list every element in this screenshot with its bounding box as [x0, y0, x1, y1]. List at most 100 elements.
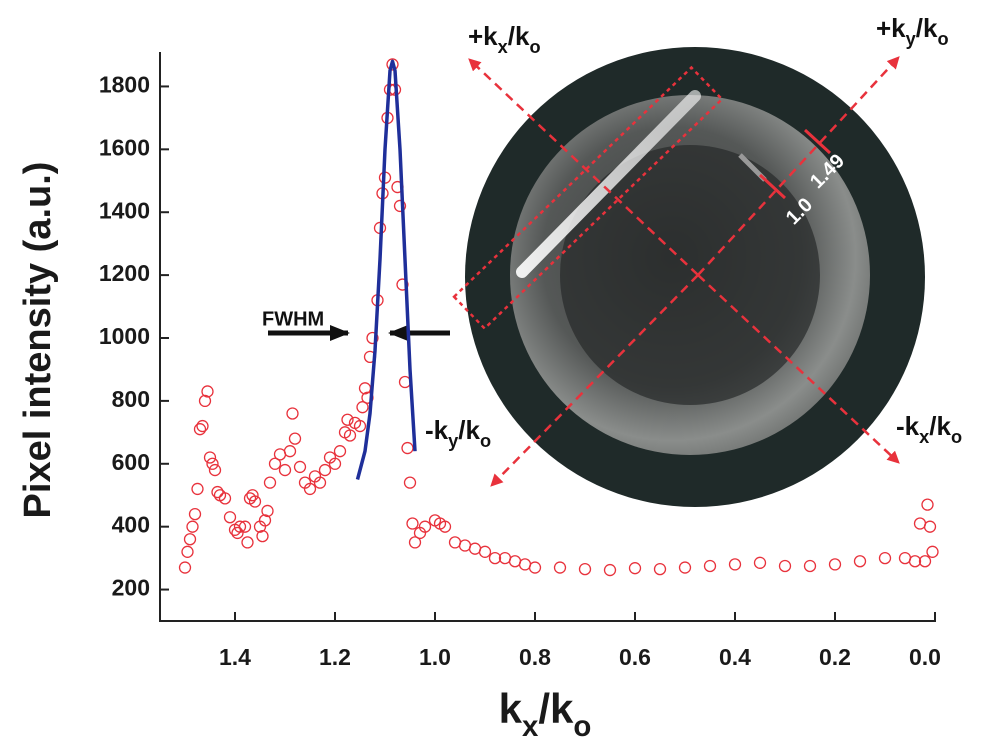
- subscript: o: [529, 37, 540, 57]
- fit-line: [355, 59, 417, 480]
- data-point: [853, 555, 867, 568]
- x-axis-label: kx/ko: [499, 685, 592, 743]
- data-point: [333, 445, 347, 458]
- label-part: /k: [458, 415, 480, 445]
- label-part: k: [499, 685, 523, 732]
- data-point: [283, 445, 297, 458]
- data-point: [898, 551, 912, 565]
- data-point: [241, 536, 254, 549]
- subscript: y: [906, 29, 917, 49]
- data-point: [273, 448, 287, 461]
- data-point: [478, 545, 492, 558]
- data-point: [313, 476, 327, 489]
- subscript: x: [522, 710, 539, 743]
- x-tick-label: 0.6: [619, 644, 651, 670]
- y-tick-label: 1000: [99, 323, 150, 349]
- y-tick-label: 1800: [99, 72, 150, 98]
- data-point: [396, 278, 409, 291]
- inset-axis-label: -kx/ko: [896, 411, 962, 447]
- y-tick-label: 1600: [99, 134, 150, 160]
- data-point: [188, 507, 202, 521]
- data-point: [356, 401, 369, 414]
- data-point: [878, 551, 892, 565]
- label-part: -k: [896, 411, 920, 441]
- data-point: [488, 551, 502, 565]
- x-tick-label: 0.4: [719, 644, 751, 670]
- data-point: [628, 562, 642, 575]
- data-point: [191, 482, 204, 496]
- inset-image: [452, 47, 925, 507]
- data-point: [203, 451, 217, 464]
- subscript: o: [573, 710, 591, 743]
- data-point: [778, 559, 792, 573]
- data-point: [178, 561, 192, 574]
- data-point: [238, 520, 252, 533]
- data-point: [908, 555, 922, 568]
- data-point: [193, 423, 207, 436]
- data-point: [288, 432, 302, 445]
- data-point: [286, 407, 299, 420]
- data-point: [218, 492, 232, 505]
- data-point: [508, 555, 522, 568]
- data-point: [353, 419, 367, 433]
- data-point: [186, 520, 199, 533]
- data-point: [343, 429, 357, 442]
- y-tick-label: 400: [112, 512, 150, 538]
- subscript: o: [480, 431, 491, 451]
- data-point: [393, 199, 407, 213]
- data-point: [256, 529, 269, 543]
- data-point: [553, 561, 567, 574]
- data-point: [328, 457, 342, 470]
- subscript: x: [498, 37, 508, 57]
- data-point: [921, 498, 934, 511]
- y-tick-label: 1400: [99, 197, 150, 223]
- annotation: FWHM: [262, 308, 324, 330]
- data-point: [196, 419, 209, 433]
- data-point: [263, 476, 277, 489]
- x-tick-label: 1.4: [219, 644, 251, 670]
- data-point: [448, 536, 462, 549]
- data-point: [913, 517, 927, 530]
- y-tick-label: 1200: [99, 260, 150, 286]
- data-point: [653, 562, 667, 576]
- y-tick-label: 200: [112, 575, 150, 601]
- data-point: [211, 485, 224, 499]
- subscript: o: [951, 427, 962, 447]
- data-point: [468, 542, 482, 555]
- inset-axis-label: +kx/ko: [468, 21, 541, 57]
- data-point: [231, 526, 244, 540]
- label-part: -k: [425, 415, 449, 445]
- data-point: [206, 457, 219, 470]
- data-point: [406, 517, 419, 530]
- data-point: [278, 463, 292, 477]
- data-point: [408, 536, 422, 549]
- data-point: [918, 555, 932, 568]
- data-point: [341, 413, 354, 426]
- inset-axis-label: -ky/ko: [425, 415, 491, 451]
- y-tick-label: 600: [112, 449, 150, 475]
- data-point: [728, 558, 742, 571]
- data-point: [261, 504, 274, 518]
- data-point: [198, 394, 212, 408]
- label-part: /k: [508, 21, 530, 51]
- label-part: +k: [876, 13, 906, 43]
- label-part: /k: [916, 13, 938, 43]
- label-part: /k: [929, 411, 951, 441]
- data-point: [248, 495, 262, 508]
- label-part: /k: [538, 685, 574, 732]
- data-point: [703, 559, 717, 573]
- data-point: [386, 58, 399, 71]
- data-point: [223, 511, 237, 524]
- y-tick-label: 800: [112, 386, 150, 412]
- data-point: [923, 520, 937, 533]
- label-part: +k: [468, 21, 498, 51]
- x-tick-label: 0.8: [519, 644, 551, 670]
- subscript: x: [919, 427, 929, 447]
- data-point: [418, 520, 432, 533]
- data-point: [828, 558, 842, 571]
- y-axis-label: Pixel intensity (a.u.): [17, 162, 59, 519]
- data-point: [458, 539, 472, 552]
- data-point: [678, 561, 692, 574]
- data-point: [268, 457, 282, 470]
